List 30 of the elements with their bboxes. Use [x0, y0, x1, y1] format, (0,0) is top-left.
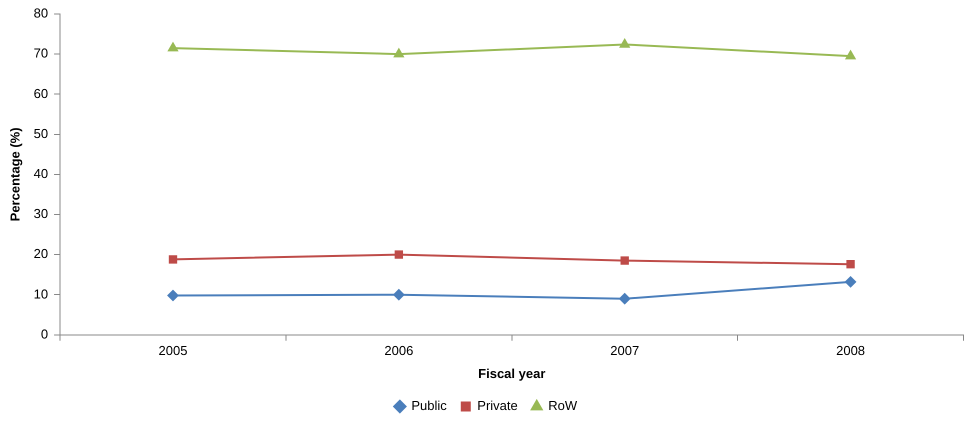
x-tick-label: 2007 — [610, 343, 640, 358]
x-tick-label: 2006 — [384, 343, 414, 358]
legend-label: Public — [411, 398, 448, 414]
y-tick-label: 0 — [40, 326, 48, 342]
y-tick-label: 10 — [34, 286, 48, 302]
point — [845, 276, 856, 288]
y-tick-label: 40 — [34, 166, 48, 181]
point — [846, 260, 855, 268]
x-axis-title: Fiscal year — [478, 366, 546, 381]
legend-label: Private — [477, 398, 518, 414]
point — [846, 50, 856, 60]
y-axis-title: Percentage (%) — [7, 127, 22, 222]
point — [620, 38, 630, 48]
x-tick-label: 2008 — [836, 343, 866, 358]
point — [168, 255, 178, 264]
point — [620, 256, 629, 265]
point — [167, 290, 178, 301]
point — [393, 289, 404, 300]
y-tick-label: 30 — [34, 206, 48, 222]
y-tick-label: 80 — [34, 6, 48, 21]
y-tick-label: 50 — [34, 126, 48, 141]
point — [394, 48, 404, 58]
y-tick-label: 20 — [34, 246, 48, 262]
x-tick-label: 2005 — [158, 343, 188, 358]
y-tick-label: 60 — [34, 86, 48, 101]
legend-label: RoW — [548, 398, 578, 414]
point — [394, 250, 404, 259]
y-tick-label: 70 — [34, 46, 48, 61]
point — [168, 42, 178, 52]
point — [619, 293, 630, 304]
